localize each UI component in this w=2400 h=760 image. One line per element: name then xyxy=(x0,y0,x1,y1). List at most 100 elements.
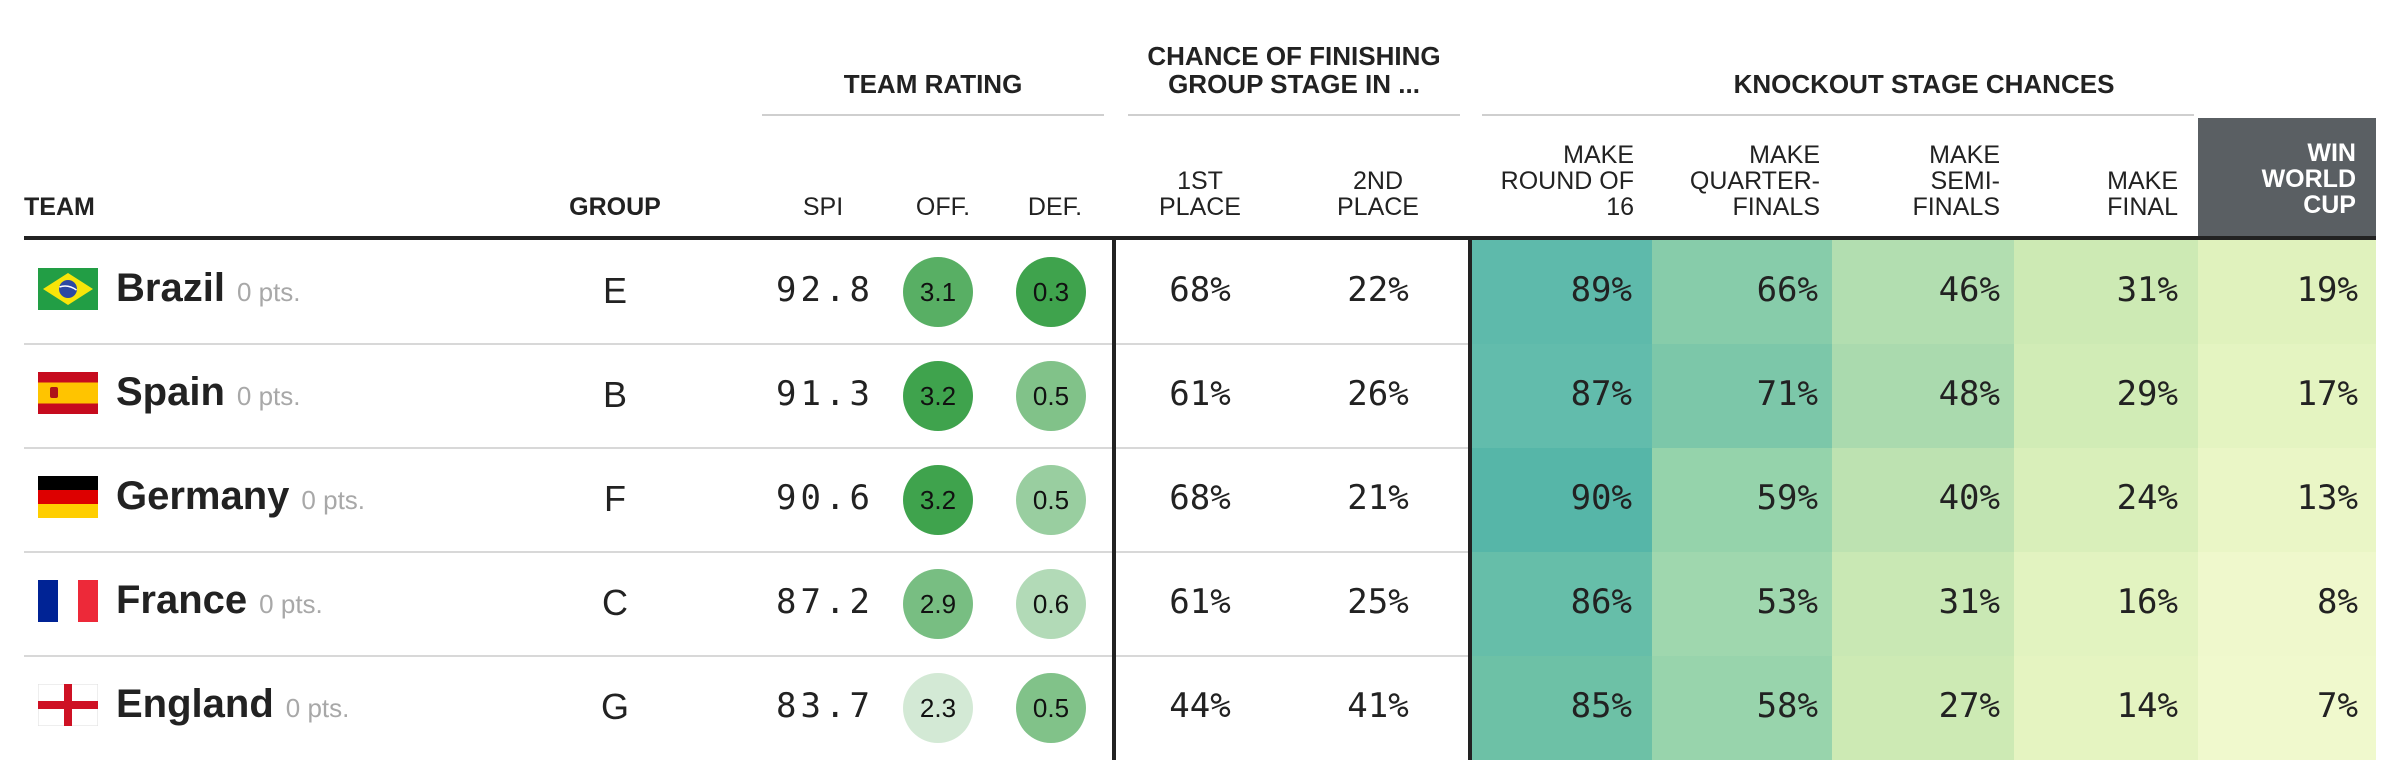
final-header-line-2: FINAL xyxy=(2107,193,2178,221)
spi-value: 90.6 xyxy=(776,478,874,518)
round-of-16-header-line-1: MAKE xyxy=(1563,141,1634,169)
knockout-stage-group-rule xyxy=(1482,114,2194,116)
second-place-value: 41% xyxy=(1347,686,1409,726)
team-name: France 0 pts. xyxy=(116,578,323,626)
quarterfinals-header-line-3: FINALS xyxy=(1732,193,1820,221)
team-name-text: Germany xyxy=(116,474,290,518)
france-flag-icon xyxy=(38,580,98,622)
knockout-cell-bg xyxy=(1832,552,2014,656)
round-of-16-column-header: MAKE ROUND OF 16 xyxy=(1470,142,1634,220)
round-of-16-header-line-2: ROUND OF xyxy=(1500,167,1634,195)
quarterfinals-header-line-2: QUARTER- xyxy=(1689,167,1820,195)
chance-finishing-group-title: CHANCE OF FINISHING GROUP STAGE IN ... xyxy=(1128,42,1460,98)
win-world-cup-value: 8% xyxy=(2317,582,2358,622)
team-rating-group-rule xyxy=(762,114,1104,116)
first-place-value: 68% xyxy=(1169,270,1231,310)
round-of-16-value: 85% xyxy=(1570,686,1632,726)
defense-rating-bubble: 0.6 xyxy=(1016,569,1086,639)
second-place-header-line-1: 2ND xyxy=(1352,167,1403,195)
second-place-header-line-2: PLACE xyxy=(1337,193,1419,221)
round-of-16-value: 90% xyxy=(1570,478,1632,518)
team-name: England 0 pts. xyxy=(116,682,349,730)
knockout-cell-bg xyxy=(2198,240,2376,344)
quarterfinals-value: 66% xyxy=(1756,270,1818,310)
team-points: 0 pts. xyxy=(236,381,301,411)
knockout-cell-bg xyxy=(2014,448,2198,552)
round-of-16-value: 87% xyxy=(1570,374,1632,414)
team-column-header: TEAM xyxy=(24,193,95,221)
row-divider xyxy=(1116,447,1468,449)
semifinals-header-line-2: SEMI- xyxy=(1930,167,2000,195)
final-value: 16% xyxy=(2116,582,2178,622)
first-place-value: 61% xyxy=(1169,582,1231,622)
knockout-cell-bg xyxy=(1652,552,1832,656)
second-place-value: 21% xyxy=(1347,478,1409,518)
second-place-value: 22% xyxy=(1347,270,1409,310)
knockout-separator xyxy=(1468,238,1472,760)
win-world-cup-value: 7% xyxy=(2317,686,2358,726)
final-value: 24% xyxy=(2116,478,2178,518)
win-world-cup-header-line-3: CUP xyxy=(2303,191,2356,219)
group-value: B xyxy=(602,374,627,415)
round-of-16-value: 86% xyxy=(1570,582,1632,622)
row-divider xyxy=(1116,343,1468,345)
win-world-cup-column-header: WIN WORLD CUP xyxy=(2198,118,2376,240)
knockout-cell-bg xyxy=(2198,448,2376,552)
knockout-cell-bg xyxy=(1472,656,1652,760)
quarterfinals-value: 71% xyxy=(1756,374,1818,414)
england-flag-icon xyxy=(37,683,99,727)
first-place-value: 68% xyxy=(1169,478,1231,518)
first-place-column-header: 1ST PLACE xyxy=(1140,168,1260,220)
offense-rating-bubble: 3.2 xyxy=(903,361,973,431)
row-divider xyxy=(24,655,1112,657)
quarterfinals-value: 59% xyxy=(1756,478,1818,518)
chance-finishing-line-2: GROUP STAGE IN ... xyxy=(1168,69,1420,99)
def-column-header: DEF. xyxy=(1027,193,1083,221)
team-name-text: Spain xyxy=(116,370,225,414)
semifinals-header-line-3: FINALS xyxy=(1912,193,2000,221)
knockout-cell-bg xyxy=(1832,240,2014,344)
semifinals-value: 40% xyxy=(1938,478,2000,518)
row-divider xyxy=(1116,655,1468,657)
second-place-value: 26% xyxy=(1347,374,1409,414)
final-value: 29% xyxy=(2116,374,2178,414)
spain-flag-icon xyxy=(38,372,98,414)
group-value: C xyxy=(602,582,628,623)
team-points: 0 pts. xyxy=(285,693,350,723)
offense-rating-bubble: 3.2 xyxy=(903,465,973,535)
defense-rating-bubble: 0.5 xyxy=(1016,465,1086,535)
off-column-header: OFF. xyxy=(915,193,971,221)
knockout-cell-bg xyxy=(1472,448,1652,552)
quarterfinals-header-line-1: MAKE xyxy=(1749,141,1820,169)
knockout-cell-bg xyxy=(1472,344,1652,448)
semifinals-header-line-1: MAKE xyxy=(1929,141,2000,169)
first-place-value: 61% xyxy=(1169,374,1231,414)
group-value: F xyxy=(604,478,626,519)
second-place-value: 25% xyxy=(1347,582,1409,622)
team-name-text: France xyxy=(116,578,248,622)
defense-rating-bubble: 0.5 xyxy=(1016,361,1086,431)
final-column-header: MAKE FINAL xyxy=(2016,168,2178,220)
knockout-cell-bg xyxy=(1832,656,2014,760)
group-value: E xyxy=(602,270,627,311)
round-of-16-value: 89% xyxy=(1570,270,1632,310)
team-points: 0 pts. xyxy=(259,589,323,619)
row-divider xyxy=(24,447,1112,449)
knockout-cell-bg xyxy=(1832,344,2014,448)
defense-rating-bubble: 0.3 xyxy=(1016,257,1086,327)
knockout-cell-bg xyxy=(1472,552,1652,656)
knockout-cell-bg xyxy=(2198,656,2376,760)
knockout-cell-bg xyxy=(1832,448,2014,552)
knockout-cell-bg xyxy=(2014,240,2198,344)
team-name: Germany 0 pts. xyxy=(116,474,365,522)
final-header-line-1: MAKE xyxy=(2107,167,2178,195)
team-name: Brazil 0 pts. xyxy=(116,266,301,314)
spi-value: 91.3 xyxy=(776,374,874,414)
spi-value: 87.2 xyxy=(776,582,874,622)
knockout-cell-bg xyxy=(1652,656,1832,760)
row-divider xyxy=(24,551,1112,553)
semifinals-value: 46% xyxy=(1938,270,2000,310)
knockout-cell-bg xyxy=(2198,344,2376,448)
row-divider xyxy=(1116,551,1468,553)
knockout-cell-bg xyxy=(1652,344,1832,448)
